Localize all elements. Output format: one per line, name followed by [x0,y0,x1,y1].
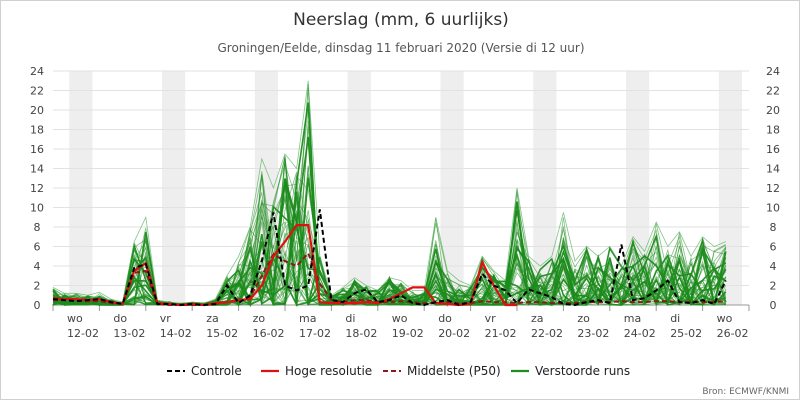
x-tick-day: do [113,312,127,325]
x-tick-day: za [531,312,544,325]
x-tick-day: di [345,312,355,325]
y-tick-label-right: 6 [770,241,777,254]
y-tick-label-left: 10 [30,202,44,215]
legend-controle-label: Controle [191,364,242,378]
x-tick-date: 14-02 [160,327,192,340]
x-tick-day: wo [67,312,83,325]
x-tick-date: 16-02 [253,327,285,340]
y-tick-label-left: 16 [30,143,44,156]
x-tick-date: 19-02 [392,327,424,340]
y-tick-label-left: 20 [30,104,44,117]
y-tick-label-right: 18 [766,124,780,137]
y-tick-label-left: 18 [30,124,44,137]
x-tick-day: zo [577,312,590,325]
y-tick-label-right: 0 [770,299,777,312]
ensemble-lines [52,80,727,308]
hoge-resolutie-line [52,224,517,307]
x-tick-date: 12-02 [67,327,99,340]
x-tick-date: 24-02 [624,327,656,340]
legend-verstoorde-runs-label: Verstoorde runs [535,364,630,378]
x-tick-day: do [438,312,452,325]
x-tick-day: wo [392,312,408,325]
x-tick-date: 22-02 [531,327,563,340]
y-tick-label-right: 16 [766,143,780,156]
x-tick-date: 25-02 [670,327,702,340]
y-tick-label-left: 4 [34,260,41,273]
y-tick-label-left: 24 [30,65,44,78]
x-tick-date: 17-02 [299,327,331,340]
chart-subtitle: Groningen/Eelde, dinsdag 11 februari 202… [217,41,584,55]
legend-hoge-resolutie-label: Hoge resolutie [285,364,372,378]
y-tick-label-left: 22 [30,85,44,98]
x-tick-date: 26-02 [717,327,749,340]
main-series-lines [52,209,727,307]
y-tick-label-right: 20 [766,104,780,117]
x-tick-date: 13-02 [113,327,145,340]
x-tick-date: 15-02 [206,327,238,340]
x-tick-day: wo [717,312,733,325]
y-tick-label-left: 0 [34,299,41,312]
x-tick-day: ma [299,312,316,325]
y-tick-label-right: 12 [766,182,780,195]
y-tick-label-right: 24 [766,65,780,78]
ensemble-envelope-line [52,80,726,304]
y-tick-label-right: 4 [770,260,777,273]
y-tick-label-left: 14 [30,163,44,176]
y-tick-label-right: 22 [766,85,780,98]
x-tick-day: za [206,312,219,325]
x-tick-date: 20-02 [438,327,470,340]
y-tick-label-right: 2 [770,280,777,293]
x-tick-day: vr [485,312,497,325]
y-tick-label-right: 8 [770,221,777,234]
x-tick-day: vr [160,312,172,325]
legend[interactable]: Controle Hoge resolutie Middelste (P50) … [167,364,630,378]
source-credit: Bron: ECMWF/KNMI [702,387,789,397]
x-tick-day: zo [253,312,266,325]
x-tick-day: ma [624,312,641,325]
controle-line [52,209,727,307]
y-tick-label-right: 14 [766,163,780,176]
y-tick-label-left: 6 [34,241,41,254]
y-tick-label-right: 10 [766,202,780,215]
legend-middelste-label: Middelste (P50) [407,364,501,378]
x-tick-date: 23-02 [577,327,609,340]
x-tick-date: 21-02 [485,327,517,340]
x-tick-day: di [670,312,680,325]
y-tick-label-left: 2 [34,280,41,293]
x-tick-date: 18-02 [345,327,377,340]
y-tick-label-left: 8 [34,221,41,234]
chart-title: Neerslag (mm, 6 uurlijks) [293,10,509,30]
y-tick-label-left: 12 [30,182,44,195]
